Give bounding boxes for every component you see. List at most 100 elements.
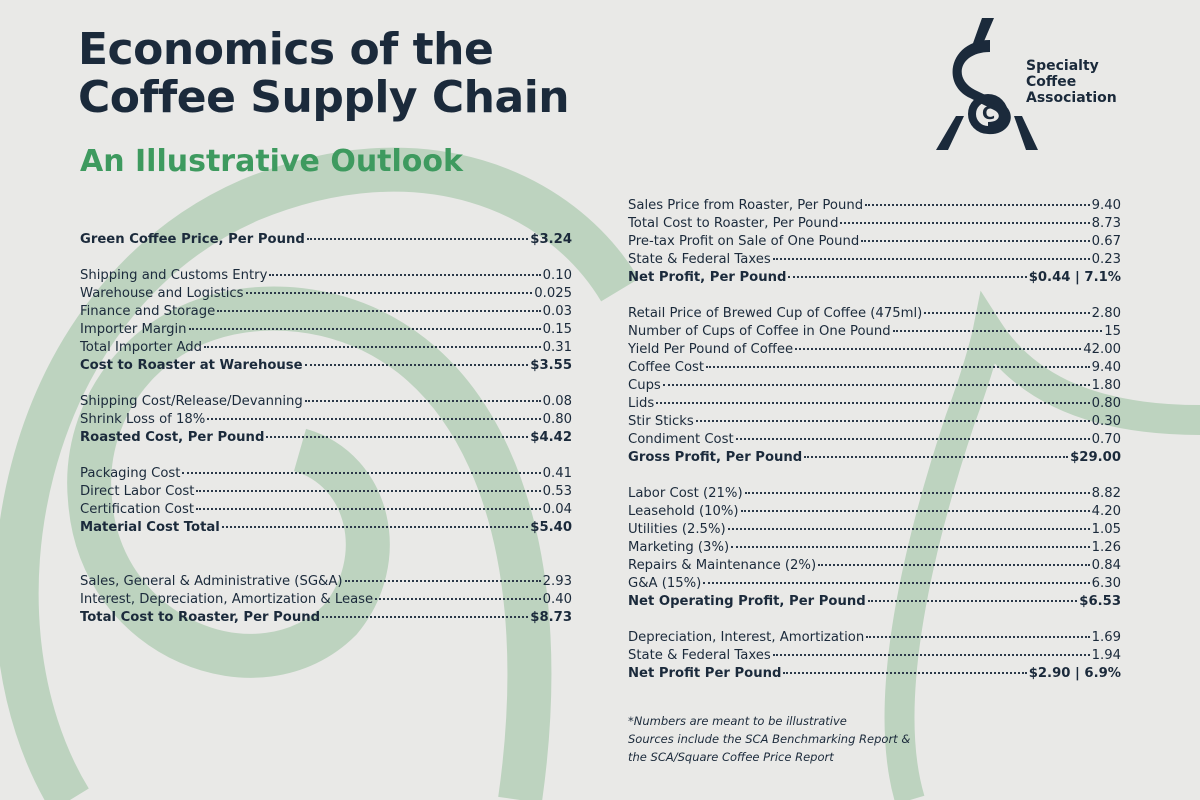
dot-leader (269, 274, 541, 276)
dot-leader (344, 580, 541, 582)
line-item-value: 0.04 (542, 502, 572, 517)
title-line-2: Coffee Supply Chain (78, 72, 570, 123)
line-item-label: Yield Per Pound of Coffee (628, 342, 794, 357)
line-item-label: Net Profit Per Pound (628, 666, 782, 681)
line-item-row: Repairs & Maintenance (2%) 0.84 (628, 558, 1121, 576)
line-item-row: Shipping Cost/Release/Devanning 0.08 (80, 394, 572, 412)
line-item-row: Warehouse and Logistics 0.025 (80, 286, 572, 304)
dot-leader (867, 600, 1078, 602)
line-item-value: 0.23 (1091, 252, 1121, 267)
line-item-value: 1.69 (1091, 630, 1121, 645)
line-item-value: 42.00 (1083, 342, 1121, 357)
line-item-label: Sales Price from Roaster, Per Pound (628, 198, 864, 213)
dot-leader (795, 348, 1082, 350)
line-item-label: Total Cost to Roaster, Per Pound (80, 610, 321, 625)
total-row: Material Cost Total $5.40 (80, 520, 572, 538)
section-spacer (628, 612, 1121, 630)
line-item-label: G&A (15%) (628, 576, 702, 591)
dot-leader (266, 436, 529, 438)
line-item-row: Shipping and Customs Entry 0.10 (80, 268, 572, 286)
logo-wordmark: Specialty Coffee Association (1026, 58, 1117, 106)
line-item-row: Total Importer Add 0.31 (80, 340, 572, 358)
dot-leader (245, 292, 533, 294)
dot-leader (865, 204, 1090, 206)
line-item-label: State & Federal Taxes (628, 252, 771, 267)
line-item-label: Labor Cost (21%) (628, 486, 743, 501)
line-item-value: 0.80 (542, 412, 572, 427)
dot-leader (207, 418, 541, 420)
line-item-label: Sales, General & Administrative (SG&A) (80, 574, 343, 589)
line-item-value: 1.94 (1091, 648, 1121, 663)
dot-leader (306, 238, 529, 240)
dot-leader (788, 276, 1027, 278)
line-item-value: 0.15 (542, 322, 572, 337)
line-item-row: Importer Margin 0.15 (80, 322, 572, 340)
footnote-illustrative: *Numbers are meant to be illustrative (628, 714, 847, 728)
line-item-value: 0.40 (542, 592, 572, 607)
line-item-value: 9.40 (1091, 360, 1121, 375)
line-item-label: Total Cost to Roaster, Per Pound (628, 216, 839, 231)
line-item-value: 2.80 (1091, 306, 1121, 321)
line-item-row: Lids 0.80 (628, 396, 1121, 414)
line-item-label: Green Coffee Price, Per Pound (80, 232, 305, 247)
total-row: Cost to Roaster at Warehouse $3.55 (80, 358, 572, 376)
page-title: Economics of the Coffee Supply Chain (78, 24, 570, 123)
line-item-row: Direct Labor Cost 0.53 (80, 484, 572, 502)
section-spacer (80, 556, 572, 574)
line-item-row: Retail Price of Brewed Cup of Coffee (47… (628, 306, 1121, 324)
line-item-row: Cups 1.80 (628, 378, 1121, 396)
line-item-value: 8.73 (1091, 216, 1121, 231)
line-item-value: 0.025 (534, 286, 572, 301)
line-item-label: Net Profit, Per Pound (628, 270, 787, 285)
line-item-label: State & Federal Taxes (628, 648, 771, 663)
line-item-row: State & Federal Taxes 0.23 (628, 252, 1121, 270)
line-item-row: Yield Per Pound of Coffee 42.00 (628, 342, 1121, 360)
line-item-value: $3.24 (530, 232, 572, 247)
line-item-row: Utilities (2.5%) 1.05 (628, 522, 1121, 540)
line-item-label: Leasehold (10%) (628, 504, 739, 519)
line-item-value: $29.00 (1070, 450, 1121, 465)
footnotes: *Numbers are meant to be illustrative So… (628, 712, 910, 766)
dot-leader (656, 402, 1090, 404)
dot-leader (731, 546, 1090, 548)
line-item-label: Retail Price of Brewed Cup of Coffee (47… (628, 306, 923, 321)
logo-line-1: Specialty (1026, 58, 1099, 74)
line-item-label: Repairs & Maintenance (2%) (628, 558, 817, 573)
line-item-row: Labor Cost (21%) 8.82 (628, 486, 1121, 504)
line-item-label: Warehouse and Logistics (80, 286, 244, 301)
section-spacer (80, 250, 572, 268)
line-item-label: Packaging Cost (80, 466, 181, 481)
line-item-label: Lids (628, 396, 655, 411)
dot-leader (217, 310, 541, 312)
dot-leader (182, 472, 541, 474)
line-item-value: $8.73 (530, 610, 572, 625)
line-item-value: 0.31 (542, 340, 572, 355)
line-item-value: 0.10 (542, 268, 572, 283)
line-item-label: Condiment Cost (628, 432, 734, 447)
page-subtitle: An Illustrative Outlook (80, 144, 463, 179)
dot-leader (196, 490, 541, 492)
line-item-label: Total Importer Add (80, 340, 203, 355)
svg-text:C: C (982, 103, 995, 124)
dot-leader (304, 364, 529, 366)
line-item-row: Condiment Cost 0.70 (628, 432, 1121, 450)
line-item-value: $3.55 (530, 358, 572, 373)
line-item-label: Cups (628, 378, 661, 393)
footnote-sources-1: Sources include the SCA Benchmarking Rep… (628, 732, 911, 746)
total-row: Net Profit Per Pound $2.90 | 6.9% (628, 666, 1121, 684)
line-item-value: 0.03 (542, 304, 572, 319)
total-row: Total Cost to Roaster, Per Pound $8.73 (80, 610, 572, 628)
section-spacer (80, 538, 572, 556)
dot-leader (861, 240, 1090, 242)
line-item-row: Coffee Cost 9.40 (628, 360, 1121, 378)
title-line-1: Economics of the (78, 24, 494, 75)
section-spacer (80, 376, 572, 394)
line-item-row: Interest, Depreciation, Amortization & L… (80, 592, 572, 610)
dot-leader (772, 258, 1090, 260)
dot-leader (727, 528, 1090, 530)
line-item-row: Certification Cost 0.04 (80, 502, 572, 520)
line-item-value: 1.26 (1091, 540, 1121, 555)
dot-leader (804, 456, 1069, 458)
line-item-label: Roasted Cost, Per Pound (80, 430, 265, 445)
line-item-value: 0.67 (1091, 234, 1121, 249)
